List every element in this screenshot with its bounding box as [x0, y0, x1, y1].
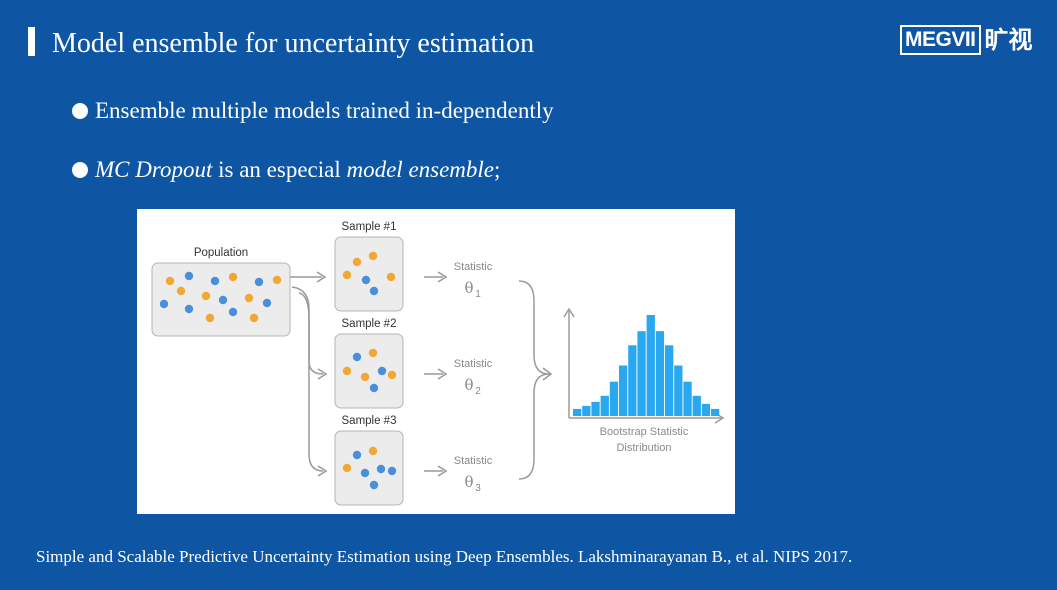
- population-dot: [272, 275, 282, 285]
- histogram-bar: [665, 345, 674, 416]
- logo-text: MEGVII: [900, 25, 981, 55]
- logo-chinese: 旷视: [984, 26, 1033, 54]
- population-dot: [176, 286, 186, 296]
- combine-brace: [518, 280, 550, 480]
- sample-box: [334, 430, 404, 506]
- bullet-item-2: MC Dropout is an especial model ensemble…: [72, 155, 500, 185]
- sample-dot: [376, 464, 386, 474]
- sample-box: [334, 333, 404, 409]
- theta-symbol: θ: [464, 279, 473, 297]
- histogram-bar: [582, 405, 591, 416]
- distribution-label-1: Bootstrap Statistic: [600, 426, 689, 438]
- sample-dot: [342, 463, 352, 473]
- bullet-dot-icon: [72, 103, 88, 119]
- histogram-bar: [628, 345, 637, 416]
- sample-2: Sample #2 Statistic θ 2: [334, 318, 493, 409]
- mc-dropout-text: MC Dropout: [95, 157, 213, 182]
- population-dot: [184, 304, 194, 314]
- distribution-label-2: Distribution: [616, 442, 671, 454]
- population-dot: [254, 277, 264, 287]
- sample-dot: [342, 366, 352, 376]
- sample-dot: [387, 370, 397, 380]
- sample-dot: [368, 348, 378, 358]
- histogram-bar: [591, 401, 600, 416]
- sample-dot: [369, 286, 379, 296]
- theta-subscript: 3: [475, 483, 481, 494]
- theta-subscript: 2: [475, 386, 481, 397]
- theta-symbol: θ: [464, 473, 473, 491]
- sample-dot: [361, 275, 371, 285]
- histogram-bar: [674, 365, 683, 416]
- bullet-item-1: Ensemble multiple models trained in-depe…: [72, 96, 554, 126]
- sample-dot: [377, 366, 387, 376]
- combine-arrow: [542, 367, 553, 381]
- bullet-2-mid-text: is an especial: [212, 157, 347, 182]
- sample-dot: [360, 468, 370, 478]
- slide-title: Model ensemble for uncertainty estimatio…: [52, 28, 535, 59]
- population-dot: [244, 293, 254, 303]
- sample-statistic-arrows: [424, 271, 448, 477]
- sample-dot: [368, 446, 378, 456]
- statistic-label: Statistic: [454, 455, 493, 467]
- sample-label: Sample #1: [342, 221, 397, 233]
- histogram-bar: [600, 395, 609, 416]
- model-ensemble-text: model ensemble: [346, 157, 495, 182]
- sample-3: Sample #3 Statistic θ 3: [334, 415, 493, 506]
- population-dot: [262, 298, 272, 308]
- bullet-2-end-text: ;: [494, 157, 501, 182]
- histogram-bar: [573, 408, 582, 416]
- sample-dot: [352, 450, 362, 460]
- megvii-logo: MEGVII 旷视: [900, 25, 1033, 55]
- histogram-bars: [573, 315, 720, 416]
- histogram-bar: [683, 381, 692, 416]
- histogram-bar: [655, 331, 665, 416]
- theta-symbol: θ: [464, 376, 473, 394]
- bullet-text-2: MC Dropout is an especial model ensemble…: [95, 155, 500, 185]
- citation: Simple and Scalable Predictive Uncertain…: [36, 547, 853, 566]
- population-dot: [184, 271, 194, 281]
- bullet-text-1: Ensemble multiple models trained in-depe…: [95, 98, 554, 123]
- bootstrap-diagram: Population Sample #1 Statistic θ 1 Sample #2…: [137, 209, 735, 514]
- statistic-label: Statistic: [454, 261, 493, 273]
- histogram-bar: [609, 381, 619, 416]
- population-arrows: [290, 271, 328, 477]
- statistic-label: Statistic: [454, 358, 493, 370]
- bullet-dot-icon: [72, 162, 88, 178]
- sample-dot: [352, 352, 362, 362]
- sample-dot: [387, 466, 397, 476]
- histogram-bar: [646, 315, 655, 416]
- population-dot: [165, 276, 175, 286]
- population-dot: [210, 276, 220, 286]
- population-dot: [228, 307, 238, 317]
- population-dot: [205, 313, 215, 323]
- histogram-bar: [692, 395, 701, 416]
- histogram-bar: [619, 365, 628, 416]
- population-dot: [218, 295, 228, 305]
- sample-label: Sample #3: [342, 415, 397, 427]
- sample-dot: [386, 272, 396, 282]
- sample-dot: [369, 383, 379, 393]
- population-dot: [228, 272, 238, 282]
- sample-dot: [360, 372, 370, 382]
- population-dots: [159, 271, 282, 323]
- sample-dot: [369, 480, 379, 490]
- title-accent-bar: [28, 27, 35, 56]
- sample-box: [334, 236, 404, 312]
- sample-label: Sample #2: [342, 318, 397, 330]
- population-dot: [159, 299, 169, 309]
- histogram-bar: [637, 331, 646, 416]
- population-dot: [201, 291, 211, 301]
- sample-dot: [368, 251, 378, 261]
- sample-dot: [342, 270, 352, 280]
- histogram-bar: [701, 403, 711, 416]
- population-dot: [249, 313, 259, 323]
- population-label: Population: [194, 247, 248, 259]
- theta-subscript: 1: [475, 289, 481, 300]
- sample-dot: [352, 257, 362, 267]
- sample-1: Sample #1 Statistic θ 1: [334, 221, 493, 312]
- histogram-bar: [711, 408, 720, 416]
